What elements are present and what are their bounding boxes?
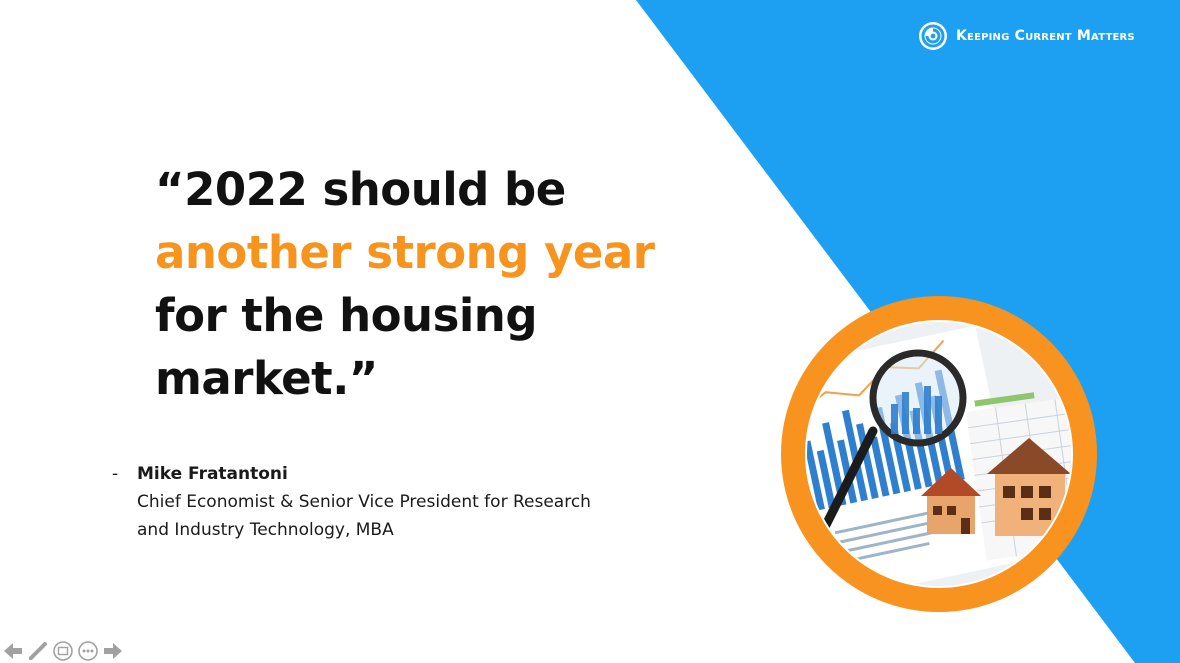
more-icon[interactable] [77, 640, 99, 662]
brand-logo-group: Keeping Current Matters [918, 20, 1135, 52]
presentation-toolbar [2, 639, 124, 663]
slides-icon[interactable] [52, 640, 74, 662]
quote-attribution: - Mike Fratantoni Chief Economist & Seni… [112, 460, 591, 544]
quote-line-1: “2022 should be [155, 163, 566, 216]
quote-line-2-highlight: another strong year [155, 226, 655, 279]
quote-line-4: market.” [155, 352, 378, 405]
attribution-title-line-1: Chief Economist & Senior Vice President … [137, 492, 591, 512]
brand-name: Keeping Current Matters [956, 28, 1135, 44]
arrow-left-icon[interactable] [2, 640, 24, 662]
quote-line-3: for the housing [155, 289, 538, 342]
attribution-title-line-2: and Industry Technology, MBA [137, 520, 394, 540]
arrow-right-icon[interactable] [102, 640, 124, 662]
attribution-dash: - [112, 464, 119, 484]
kcm-swirl-logo-icon [919, 22, 947, 50]
pen-icon[interactable] [27, 640, 49, 662]
attribution-name: Mike Fratantoni [137, 464, 288, 484]
quote-text: “2022 should be another strong year for … [155, 158, 715, 410]
housing-market-photo [781, 296, 1097, 612]
